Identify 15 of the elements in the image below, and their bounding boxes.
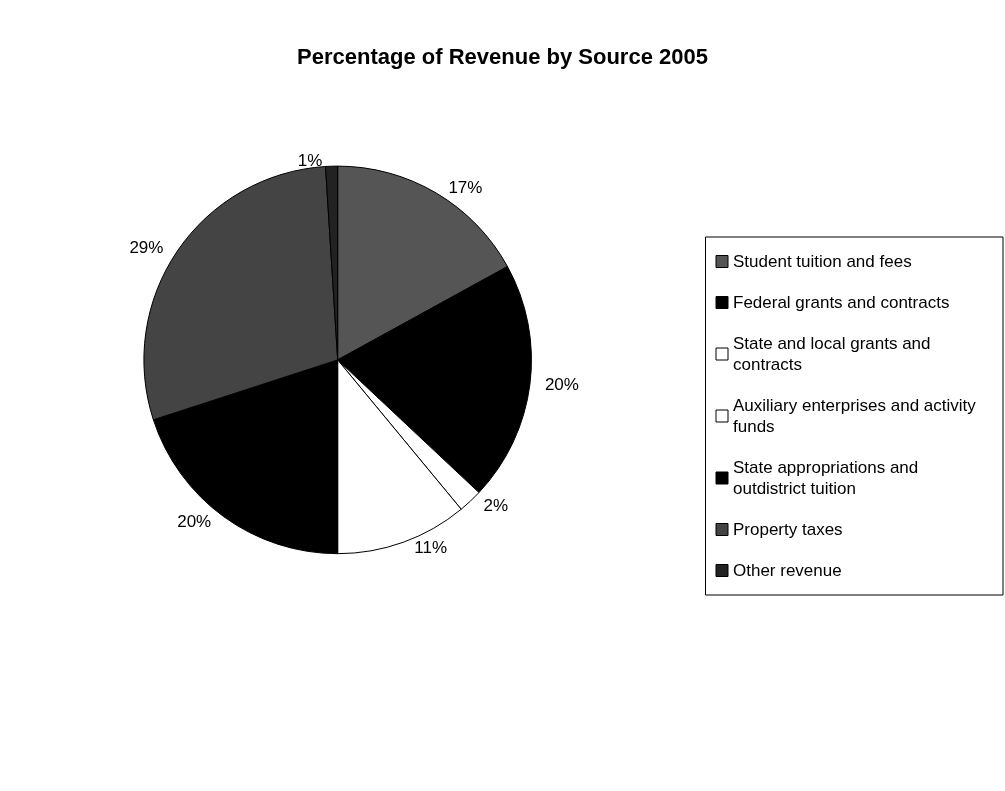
legend-label: Federal grants and contracts <box>733 293 950 312</box>
legend-label: Other revenue <box>733 561 842 580</box>
data-label: 20% <box>177 512 212 532</box>
data-label: 1% <box>297 150 323 170</box>
chart-title: Percentage of Revenue by Source 2005 <box>297 43 708 69</box>
data-label: 17% <box>448 178 483 198</box>
legend-label: Auxiliary enterprises and activity funds <box>733 396 981 436</box>
legend-label: Property taxes <box>733 520 843 539</box>
legend-label: Student tuition and fees <box>733 252 912 271</box>
data-label: 20% <box>544 375 579 395</box>
data-label: 2% <box>483 496 509 516</box>
legend-label: State and local grants and contracts <box>733 334 936 374</box>
data-label: 11% <box>414 538 448 558</box>
legend-label: State appropriations and outdistrict tuition <box>733 458 923 498</box>
data-label: 29% <box>129 238 164 258</box>
